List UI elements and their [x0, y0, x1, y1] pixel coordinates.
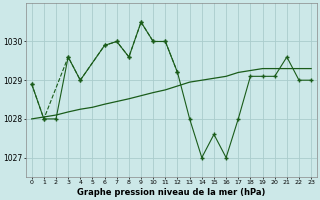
- X-axis label: Graphe pression niveau de la mer (hPa): Graphe pression niveau de la mer (hPa): [77, 188, 266, 197]
